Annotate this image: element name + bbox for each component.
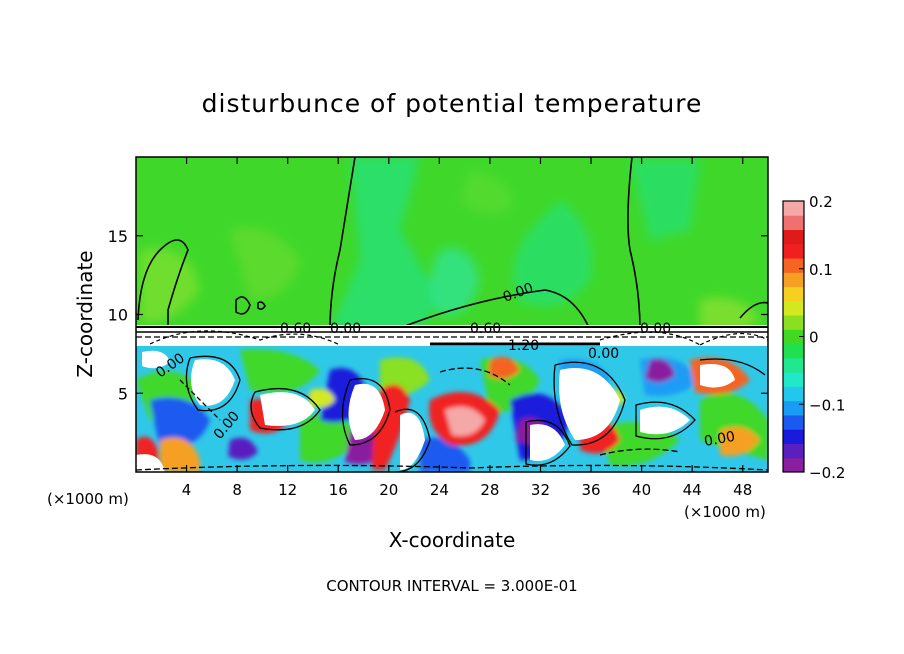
x-unit-label-left: (×1000 m) xyxy=(47,490,129,508)
colorbar-tick-label: −0.2 xyxy=(809,464,845,482)
x-tick-label: 44 xyxy=(683,481,702,499)
x-tick-label: 4 xyxy=(182,481,192,499)
inversion-band xyxy=(136,325,768,346)
colorbar-segment xyxy=(783,457,804,473)
colorbar-segment xyxy=(783,300,804,316)
colorbar-segment xyxy=(783,443,804,459)
colorbar-segment xyxy=(783,357,804,373)
contour-label: 0.60 xyxy=(280,321,311,337)
x-tick-label: 20 xyxy=(379,481,398,499)
contour-label: 0.00 xyxy=(703,429,736,450)
inversion-lines xyxy=(136,326,768,346)
colorbar-segment xyxy=(783,315,804,330)
x-axis-label: X-coordinate xyxy=(389,528,516,552)
x-tick-label: 36 xyxy=(581,481,600,499)
colorbar-segment xyxy=(783,229,804,245)
chart-title: disturbunce of potential temperature xyxy=(202,89,703,118)
upper-contours xyxy=(137,157,768,331)
colorbar-tick-label: −0.1 xyxy=(809,396,845,414)
colorbar-tick-label: 0.1 xyxy=(809,261,833,279)
colorbar: −0.2 −0.1 0 0.1 0.2 xyxy=(782,193,845,482)
colorbar-segment xyxy=(783,329,804,345)
contour-label: 0.00 xyxy=(640,321,671,337)
colorbar-segment xyxy=(783,243,804,259)
colorbar-segment xyxy=(783,201,804,216)
y-tick-label: 5 xyxy=(118,384,128,403)
contour-interval-footer: CONTOUR INTERVAL = 3.000E-01 xyxy=(326,577,577,595)
colorbar-segment xyxy=(783,258,804,273)
x-tick-label: 12 xyxy=(278,481,297,499)
colorbar-tick-label: 0.2 xyxy=(809,193,833,211)
y-tick-label: 10 xyxy=(108,306,128,325)
x-tick-label: 48 xyxy=(733,481,752,499)
contour-label: 1.20 xyxy=(508,338,539,354)
x-tick-label: 28 xyxy=(480,481,499,499)
x-unit-label-right: (×1000 m) xyxy=(684,503,766,521)
y-axis: 5 10 15 xyxy=(108,227,768,403)
x-tick-label: 8 xyxy=(232,481,242,499)
x-tick-label: 24 xyxy=(430,481,449,499)
colorbar-segment xyxy=(783,429,804,444)
colorbar-segment xyxy=(783,343,804,359)
x-tick-label: 16 xyxy=(329,481,348,499)
contour-label: 0.00 xyxy=(330,321,361,337)
lower-field-white xyxy=(136,350,735,472)
colorbar-segment xyxy=(783,372,804,387)
colorbar-segment xyxy=(783,215,804,231)
upper-field-texture xyxy=(140,157,760,332)
colorbar-segment xyxy=(783,414,804,430)
colorbar-segment xyxy=(783,272,804,288)
plot-area: 0.00 0.00 0.00 0.60 0.60 1.20 0.00 0.00 … xyxy=(136,157,768,472)
x-tick-label: 40 xyxy=(632,481,651,499)
contour-label: 0.00 xyxy=(588,346,619,362)
y-tick-label: 15 xyxy=(108,227,128,246)
colorbar-segment xyxy=(783,386,804,402)
x-axis: 4 8 12 16 20 24 28 32 36 40 44 48 xyxy=(182,157,752,499)
colorbar-tick-label: 0 xyxy=(809,329,819,347)
colorbar-segment xyxy=(783,400,804,416)
contour-label: 0.60 xyxy=(470,321,501,337)
y-axis-label: Z-coordinate xyxy=(73,250,97,377)
colorbar-segment xyxy=(783,286,804,302)
x-tick-label: 32 xyxy=(531,481,550,499)
